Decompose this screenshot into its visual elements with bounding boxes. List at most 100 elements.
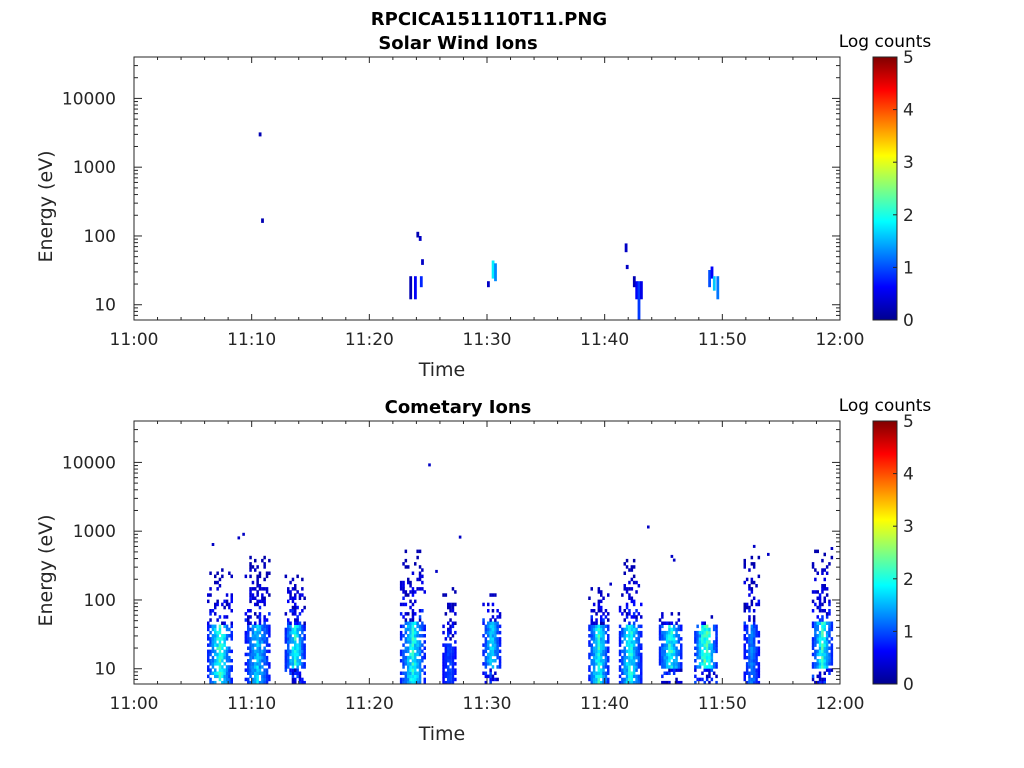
- spectrogram-cell: [489, 655, 492, 660]
- spectrogram-cell: [298, 680, 302, 684]
- spectrogram-cell: [658, 649, 662, 654]
- spectrogram-cell: [828, 668, 831, 672]
- spectrogram-cell: [223, 649, 226, 654]
- spectrogram-cell: [263, 562, 266, 566]
- spectrogram-cell: [411, 587, 415, 591]
- spectrogram-cell: [251, 655, 255, 660]
- spectrogram-cell: [218, 677, 222, 682]
- spectrogram-cell: [287, 630, 290, 635]
- spectrogram-cell: [254, 612, 257, 616]
- spectrogram-cell: [211, 640, 215, 644]
- spectrogram-cell: [214, 634, 217, 638]
- spectrogram-cell: [708, 652, 711, 657]
- spectrogram-cell: [218, 615, 222, 619]
- spectrogram-cell: [418, 680, 422, 684]
- spectrogram-cell: [630, 671, 634, 675]
- spectrogram-cell: [228, 634, 231, 638]
- spectrogram-cell: [223, 655, 226, 660]
- spectrogram-cell: [218, 640, 222, 644]
- spectrogram-cell: [675, 655, 678, 660]
- spectrogram-cell: [665, 652, 669, 657]
- spectrogram-cell: [715, 630, 718, 635]
- spectrogram-cell: [663, 637, 666, 641]
- spectrogram-cell: [715, 665, 718, 669]
- spectrogram-cell: [701, 662, 704, 666]
- spectrogram-cell: [607, 624, 610, 629]
- spectrogram-cell: [814, 568, 817, 572]
- spectrogram-cell: [298, 637, 302, 641]
- spectrogram-cell: [672, 649, 676, 654]
- spectrogram-cell: [449, 609, 452, 613]
- spectrogram-cell: [715, 624, 718, 629]
- spectrogram-cell: [261, 596, 264, 600]
- spectrogram-cell: [225, 655, 229, 660]
- spectrogram-cell: [451, 621, 455, 625]
- spectrogram-cell: [494, 637, 497, 641]
- spectrogram-cell: [597, 587, 601, 591]
- spectrogram-cell: [748, 665, 751, 669]
- spectrogram-cell: [447, 677, 450, 682]
- spectrogram-cell: [407, 634, 410, 638]
- spectrogram-cell: [823, 624, 826, 629]
- spectrogram-cell: [705, 634, 709, 638]
- spectrogram-cell: [265, 662, 269, 666]
- spectrogram-cell: [701, 621, 704, 625]
- spectrogram-cell: [449, 677, 452, 682]
- spectrogram-cell: [757, 662, 761, 666]
- spectrogram-cell: [411, 637, 415, 641]
- spectrogram-cell: [757, 602, 761, 607]
- spectrogram-cell: [597, 649, 601, 654]
- spectrogram-cell: [218, 652, 222, 657]
- spectrogram-cell: [268, 649, 271, 654]
- spectrogram-cell: [303, 627, 306, 632]
- spectrogram-cell: [268, 558, 271, 563]
- spectrogram-cell: [632, 652, 636, 657]
- spectrogram-cell: [294, 609, 297, 613]
- spectrogram-cell: [757, 671, 761, 675]
- spectrogram-cell: [416, 652, 419, 657]
- spectrogram-cell: [823, 552, 826, 557]
- spectrogram-cell: [284, 668, 288, 672]
- spectrogram-cell: [496, 652, 499, 657]
- spectrogram-cell: [623, 634, 626, 638]
- spectrogram-cell: [254, 596, 257, 600]
- spectrogram-cell: [484, 674, 488, 679]
- spectrogram-cell: [411, 665, 415, 669]
- spectrogram-cell: [303, 649, 306, 654]
- spectrogram-cell: [298, 596, 302, 600]
- spectrogram-cell: [818, 659, 822, 663]
- spectrogram-cell: [590, 649, 593, 654]
- spectrogram-cell: [249, 652, 252, 657]
- spectrogram-cell: [294, 627, 297, 632]
- spectrogram-cell: [449, 646, 452, 650]
- spectrogram-cell: [489, 646, 492, 650]
- spectrogram-cell: [665, 643, 669, 647]
- spectrogram-cell: [698, 677, 702, 682]
- spectrogram-cell: [625, 565, 629, 569]
- spectrogram-cell: [672, 646, 676, 650]
- spectrogram-cell: [301, 646, 304, 650]
- spectrogram-cell: [604, 674, 608, 679]
- spectrogram-cell: [630, 599, 634, 604]
- spectrogram-cell: [263, 618, 266, 622]
- spectrogram-cell: [821, 571, 824, 575]
- spectrogram-cell: [661, 630, 664, 635]
- spectrogram-cell: [618, 649, 622, 654]
- spectrogram-cell: [214, 652, 217, 657]
- spectrogram-cell: [592, 627, 596, 632]
- spectrogram-cell: [254, 671, 257, 675]
- spectrogram-cell: [418, 565, 422, 569]
- spectrogram-cell: [489, 634, 492, 638]
- colorbar-tick-label: 2: [903, 206, 914, 226]
- spectrogram-cell: [604, 649, 608, 654]
- spectrogram-cell: [256, 565, 259, 569]
- spectrogram-cell: [209, 680, 212, 684]
- spectrogram-cell: [207, 659, 210, 663]
- spectrogram-cell: [828, 640, 831, 644]
- spectrogram-cell: [590, 677, 593, 682]
- spectrogram-cell: [399, 602, 403, 607]
- spectrogram-cell: [818, 662, 822, 666]
- spectrogram-cell: [263, 565, 266, 569]
- spectrogram-cell: [628, 630, 631, 635]
- spectrogram-cell: [607, 668, 610, 672]
